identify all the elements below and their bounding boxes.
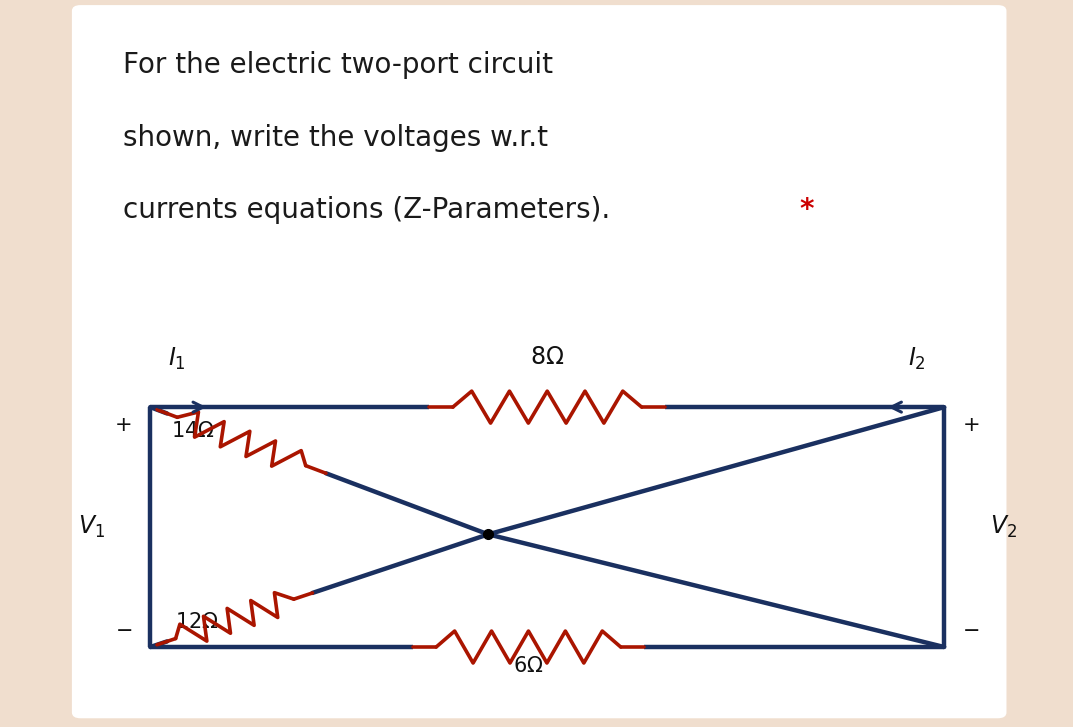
Text: $12\Omega$: $12\Omega$: [175, 612, 219, 632]
Text: +: +: [962, 415, 980, 435]
Text: $V_2$: $V_2$: [989, 514, 1017, 540]
Text: $8\Omega$: $8\Omega$: [530, 345, 564, 369]
Text: For the electric two-port circuit: For the electric two-port circuit: [123, 51, 554, 79]
Text: shown, write the voltages w.r.t: shown, write the voltages w.r.t: [123, 124, 548, 152]
Text: $14\Omega$: $14\Omega$: [171, 420, 215, 441]
Text: +: +: [115, 415, 132, 435]
Text: $-$: $-$: [962, 619, 980, 639]
Text: *: *: [799, 196, 814, 225]
Text: $6\Omega$: $6\Omega$: [513, 656, 544, 676]
Text: $I_2$: $I_2$: [909, 346, 926, 372]
Text: $V_1$: $V_1$: [77, 514, 105, 540]
Text: currents equations (Z-Parameters).: currents equations (Z-Parameters).: [123, 196, 611, 225]
Text: $I_1$: $I_1$: [168, 346, 186, 372]
Text: $-$: $-$: [115, 619, 132, 639]
